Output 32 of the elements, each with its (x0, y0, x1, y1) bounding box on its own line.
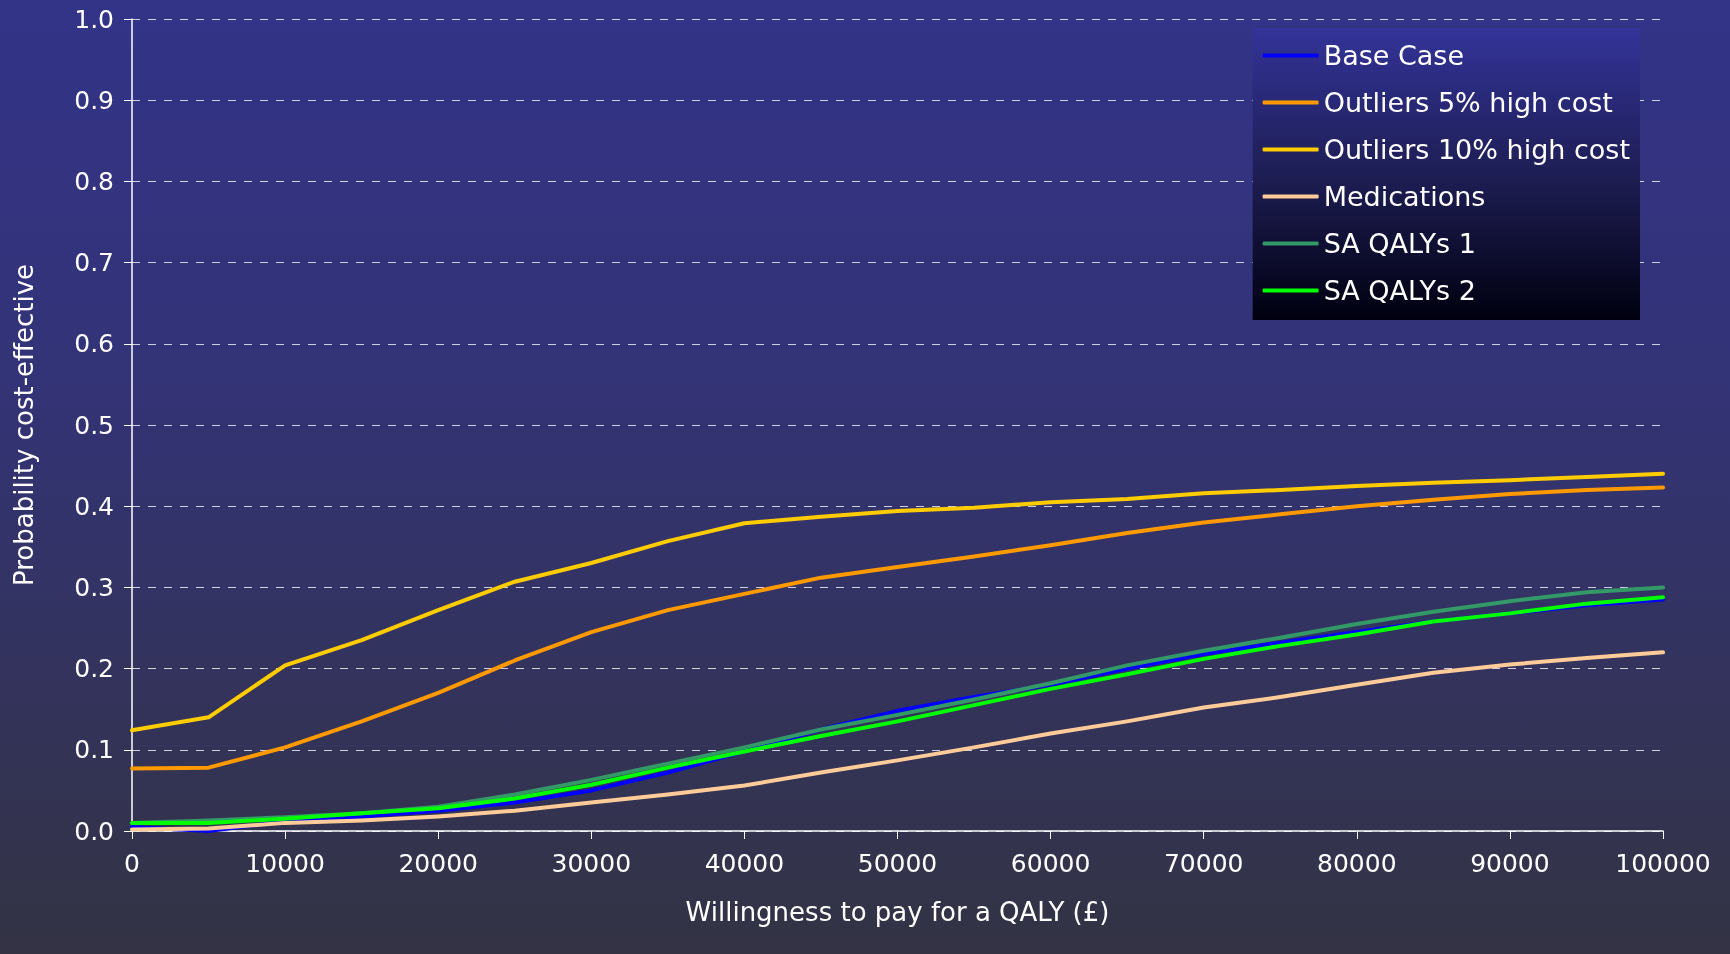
y-tick-label: 0.9 (74, 85, 114, 115)
legend-label: SA QALYs 1 (1323, 228, 1476, 259)
legend-label: Outliers 10% high cost (1323, 134, 1630, 165)
x-tick-label: 70000 (1163, 849, 1244, 878)
x-tick-label: 80000 (1317, 849, 1397, 878)
y-tick-label: 0.7 (74, 248, 114, 278)
legend-label: Base Case (1323, 40, 1465, 71)
y-tick-label: 0.2 (74, 654, 114, 684)
x-tick-label: 90000 (1470, 849, 1550, 878)
x-tick-label: 20000 (398, 849, 478, 878)
x-tick-label: 10000 (245, 849, 325, 878)
y-tick-label: 0.0 (74, 816, 114, 846)
x-tick-label: 0 (124, 849, 140, 878)
x-tick-label: 40000 (704, 849, 785, 878)
y-tick-label: 0.1 (74, 735, 114, 765)
legend-label: Outliers 5% high cost (1323, 87, 1613, 118)
y-tick-label: 1.0 (74, 4, 114, 34)
x-tick-label: 100000 (1615, 849, 1711, 878)
legend-label: Medications (1323, 181, 1486, 212)
y-tick-label: 0.4 (74, 491, 114, 521)
x-tick-label: 60000 (1010, 849, 1091, 878)
x-axis-title: Willingness to pay for a QALY (£) (685, 897, 1110, 927)
line-series (130, 485, 1665, 771)
y-tick-label: 0.3 (74, 572, 114, 602)
y-tick-label: 0.6 (74, 329, 114, 359)
y-tick-label: 0.8 (74, 166, 114, 196)
y-tick-label: 0.5 (74, 410, 114, 440)
line-series (130, 471, 1665, 733)
x-tick-label: 50000 (857, 849, 938, 878)
legend-label: SA QALYs 2 (1323, 275, 1476, 306)
y-axis-title: Probability cost-effective (9, 263, 39, 587)
x-tick-label: 30000 (551, 849, 632, 878)
